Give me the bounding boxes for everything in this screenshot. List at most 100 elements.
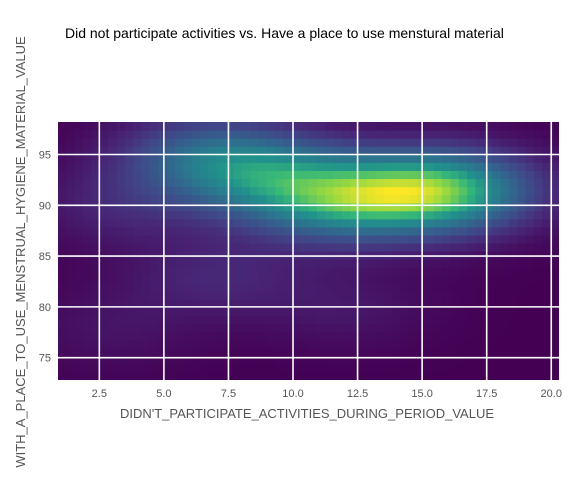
heat-cell xyxy=(308,146,318,155)
heat-cell xyxy=(141,315,151,325)
heat-cell xyxy=(517,315,527,325)
heat-cell xyxy=(91,259,101,268)
heat-cell xyxy=(533,138,543,147)
y-axis-label: WITH_A_PLACE_TO_USE_MENSTRUAL_HYGIENE_MA… xyxy=(13,36,28,468)
heat-cell xyxy=(408,242,418,252)
heat-cell xyxy=(475,323,485,333)
heat-cell xyxy=(550,267,559,276)
heat-cell xyxy=(133,226,143,236)
heat-cell xyxy=(266,162,276,171)
heat-cell xyxy=(166,218,176,228)
heat-cell xyxy=(225,210,234,220)
heat-cell xyxy=(425,339,435,349)
heat-cell xyxy=(241,162,251,171)
heat-cell xyxy=(333,275,343,284)
heat-cell xyxy=(241,138,251,147)
heat-cell xyxy=(141,130,151,139)
heat-cell xyxy=(133,202,143,212)
heat-cell xyxy=(492,162,502,171)
heat-cell xyxy=(174,162,184,171)
heat-cell xyxy=(383,299,393,309)
heat-cell xyxy=(275,267,285,276)
heat-cell xyxy=(250,138,259,147)
heat-cell xyxy=(124,146,134,155)
heat-cell xyxy=(183,307,193,317)
heat-cell xyxy=(225,194,234,204)
heat-cell xyxy=(408,339,418,349)
heat-cell xyxy=(291,275,301,284)
heat-cell xyxy=(400,355,410,365)
heat-cell xyxy=(408,259,418,268)
heat-cell xyxy=(450,138,460,147)
heat-cell xyxy=(341,186,351,196)
heat-cell xyxy=(199,283,209,292)
heat-cell xyxy=(241,355,251,365)
heat-cell xyxy=(83,275,92,284)
heat-cell xyxy=(433,226,443,236)
heat-cell xyxy=(525,283,535,292)
heat-cell xyxy=(99,307,109,317)
heat-cell xyxy=(525,307,535,317)
heat-cell xyxy=(225,178,234,188)
heat-cell xyxy=(291,226,301,236)
heat-cell xyxy=(450,194,460,204)
heat-cell xyxy=(199,315,209,325)
heat-cell xyxy=(208,355,218,365)
heat-cell xyxy=(66,210,76,220)
heat-cell xyxy=(191,267,201,276)
heat-cell xyxy=(199,202,209,212)
heat-cell xyxy=(533,275,543,284)
heat-cell xyxy=(158,371,168,380)
heat-cell xyxy=(392,210,401,220)
heat-cell xyxy=(58,331,67,341)
heat-cell xyxy=(116,138,126,147)
heat-cell xyxy=(458,242,468,252)
heat-cell xyxy=(475,170,485,180)
heat-cell xyxy=(183,194,193,204)
heat-cell xyxy=(475,138,485,147)
heat-cell xyxy=(66,363,76,373)
heat-cell xyxy=(392,331,401,341)
heat-cell xyxy=(108,371,118,380)
heat-cell xyxy=(550,339,559,349)
heat-cell xyxy=(133,146,143,155)
heat-cell xyxy=(58,146,67,155)
heat-cell xyxy=(508,355,518,365)
heat-cell xyxy=(58,154,67,163)
heat-cell xyxy=(350,355,360,365)
heat-cell xyxy=(275,259,285,268)
heat-cell xyxy=(300,162,310,171)
heat-cell xyxy=(141,267,151,276)
heat-cell xyxy=(542,267,552,276)
heat-cell xyxy=(475,315,485,325)
heat-cell xyxy=(433,218,443,228)
heat-cell xyxy=(216,339,226,349)
heat-cell xyxy=(400,210,410,220)
heat-cell xyxy=(341,202,351,212)
heat-cell xyxy=(300,138,310,147)
heat-cell xyxy=(141,186,151,196)
heat-cell xyxy=(325,146,335,155)
heat-cell xyxy=(183,259,193,268)
heat-cell xyxy=(149,122,159,131)
heat-cell xyxy=(433,291,443,300)
heat-cell xyxy=(483,210,493,220)
x-axis-label: DIDN'T_PARTICIPATE_ACTIVITIES_DURING_PER… xyxy=(120,406,494,421)
heat-cell xyxy=(174,347,184,357)
heat-cell xyxy=(333,339,343,349)
heat-cell xyxy=(325,267,335,276)
heat-cell xyxy=(542,355,552,365)
heat-cell xyxy=(266,307,276,317)
heat-cell xyxy=(450,186,460,196)
heat-cell xyxy=(216,162,226,171)
heat-cell xyxy=(275,275,285,284)
heat-cell xyxy=(425,202,435,212)
heat-cell xyxy=(183,371,193,380)
heat-cell xyxy=(425,130,435,139)
heat-cell xyxy=(350,186,360,196)
heat-cell xyxy=(158,347,168,357)
heat-cell xyxy=(475,355,485,365)
heat-cell xyxy=(225,331,234,341)
heat-cell xyxy=(433,138,443,147)
heat-cell xyxy=(450,371,460,380)
